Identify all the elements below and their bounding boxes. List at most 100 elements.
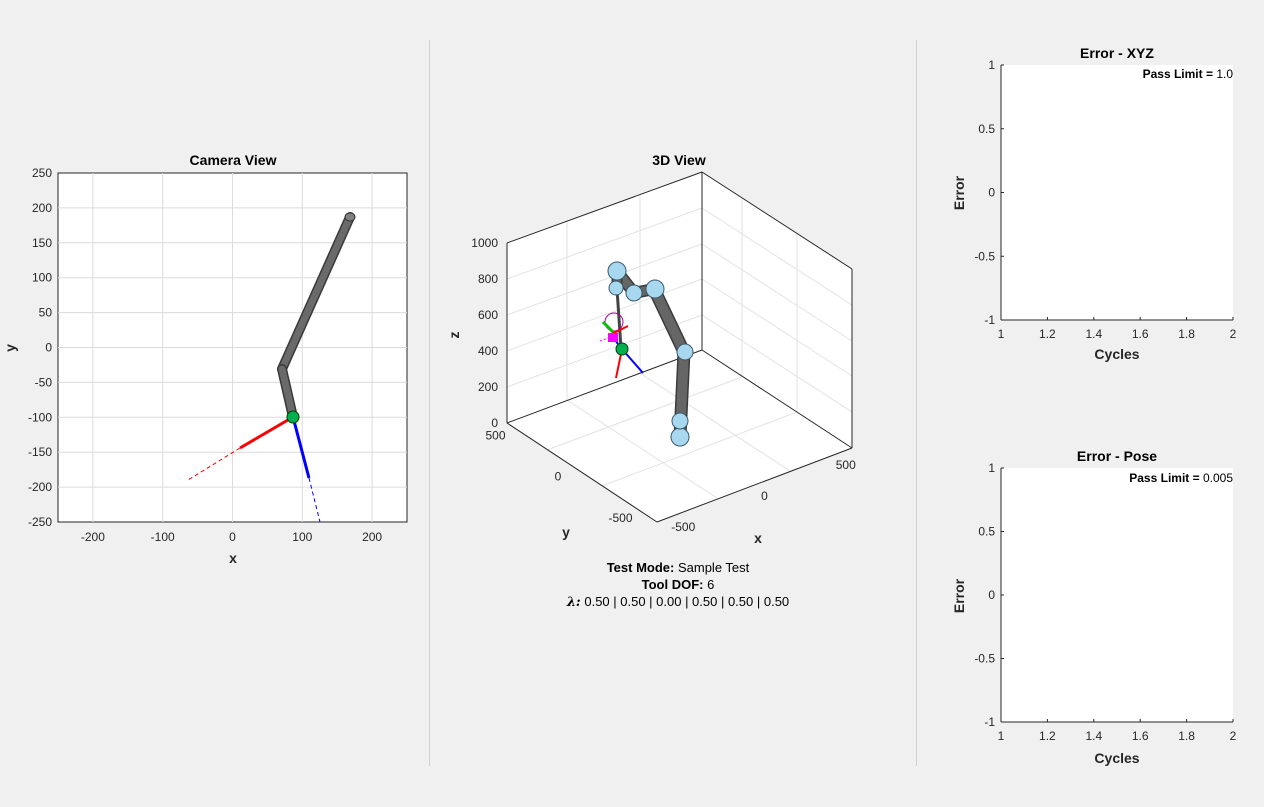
camera-x-tick-label: -100 <box>151 530 175 544</box>
info-lambda-label: λ: <box>566 595 581 610</box>
error-pose-plot-area[interactable] <box>1001 468 1233 722</box>
error-y-tick-label: 0.5 <box>978 525 995 539</box>
link-upper <box>649 284 689 357</box>
camera-y-tick-label: -50 <box>35 375 53 389</box>
error-x-tick-label: 2 <box>1230 729 1237 743</box>
view3d-back-panes <box>507 172 852 448</box>
camera-y-tick-label: 200 <box>32 201 52 215</box>
view3d-z-tick-label: 600 <box>478 308 498 322</box>
error-x-tick-label: 1.8 <box>1178 327 1195 341</box>
view3d-z-tick-label: 0 <box>491 416 498 430</box>
error-pose-axes[interactable]: 1 1.2 1.4 1.6 1.8 2 1 0.5 0 -0.5 -1 Error - Pose C… <box>951 448 1237 766</box>
camera-x-tick-label: 200 <box>362 530 382 544</box>
error-y-tick-label: -1 <box>984 715 995 729</box>
joint-wrist-2 <box>607 261 627 281</box>
target-projection <box>599 337 609 342</box>
error-xyz-pass-limit-value: 1.0 <box>1213 67 1233 81</box>
error-x-tick-label: 1.2 <box>1039 327 1056 341</box>
joint-wrist-1 <box>625 284 643 302</box>
error-xyz-plot-area[interactable] <box>1001 65 1233 320</box>
error-y-tick-label: 0 <box>988 186 995 200</box>
error-x-tick-label: 1.2 <box>1039 729 1056 743</box>
info-test-mode-label: Test Mode: <box>606 560 675 575</box>
info-lambda: λ: 0.50 | 0.50 | 0.00 | 0.50 | 0.50 | 0.… <box>520 594 836 610</box>
joint-shoulder <box>671 412 689 430</box>
camera-y-tick-label: -150 <box>28 445 52 459</box>
error-x-tick-label: 1.6 <box>1132 729 1149 743</box>
error-pose-ylabel: Error <box>951 578 967 613</box>
camera-x-tick-label: 0 <box>229 530 236 544</box>
error-y-tick-label: -1 <box>984 313 995 327</box>
camera-tool-z-axis-projection <box>308 477 321 523</box>
error-x-tick-label: 1.4 <box>1085 729 1102 743</box>
info-tool-dof-value: 6 <box>703 577 715 592</box>
joint-elbow-upper <box>645 279 665 299</box>
camera-tool-x-axis <box>239 415 294 450</box>
view3d-z-tick-label: 1000 <box>471 236 498 250</box>
error-pose-pass-limit-value: 0.005 <box>1200 471 1234 485</box>
info-tool-dof: Tool DOF: 6 <box>520 577 836 592</box>
camera-link-upper <box>278 213 354 373</box>
error-y-tick-label: -0.5 <box>974 652 995 666</box>
error-y-tick-label: 1 <box>988 58 995 72</box>
error-pose-title: Error - Pose <box>1077 448 1157 464</box>
view3d-x-tick-label: 500 <box>836 458 856 472</box>
link-tool <box>615 288 623 349</box>
error-x-tick-label: 2 <box>1230 327 1237 341</box>
view3d-z-tick-label: 200 <box>478 380 498 394</box>
view3d-x-tick-label: 0 <box>761 489 768 503</box>
error-y-tick-label: 0 <box>988 588 995 602</box>
view3d-title: 3D View <box>652 152 706 168</box>
camera-base-cap <box>344 212 356 222</box>
target-marker <box>608 333 618 342</box>
info-lambda-value: 0.50 | 0.50 | 0.00 | 0.50 | 0.50 | 0.50 <box>580 594 790 609</box>
camera-y-tick-label: 150 <box>32 236 52 250</box>
camera-y-tick-label: -200 <box>28 480 52 494</box>
error-xyz-pass-limit: Pass Limit = 1.0 <box>1143 67 1234 81</box>
error-xyz-ylabel: Error <box>951 175 967 210</box>
divider-right <box>916 40 917 766</box>
view3d-ylabel: y <box>562 524 570 540</box>
camera-view-ylabel: y <box>2 344 18 352</box>
view3d-box-edges <box>506 171 853 523</box>
camera-link-lower <box>278 365 297 421</box>
error-xyz-title: Error - XYZ <box>1080 45 1154 61</box>
error-xyz-ticks: 1 1.2 1.4 1.6 1.8 2 1 0.5 0 -0.5 -1 <box>974 58 1236 341</box>
joint-base <box>670 427 690 447</box>
camera-view-ticks: -200 -100 0 100 200 250 200 150 100 50 0 -50 -100 -15… <box>28 166 382 544</box>
info-test-mode: Test Mode: Sample Test <box>520 560 836 575</box>
view3d-xlabel: x <box>754 530 762 546</box>
view3d-robot <box>599 261 694 447</box>
error-x-tick-label: 1.4 <box>1085 327 1102 341</box>
camera-y-tick-label: -100 <box>28 410 52 424</box>
camera-y-tick-label: 50 <box>39 306 53 320</box>
camera-x-tick-label: 100 <box>292 530 312 544</box>
camera-view-xlabel: x <box>229 550 237 566</box>
error-x-tick-label: 1 <box>998 729 1005 743</box>
view3d-y-tick-label: 500 <box>485 428 505 442</box>
camera-view-title: Camera View <box>190 152 277 168</box>
error-y-tick-label: -0.5 <box>974 249 995 263</box>
camera-view-robot <box>187 212 356 523</box>
error-x-tick-label: 1.8 <box>1178 729 1195 743</box>
info-test-mode-value: Sample Test <box>674 560 750 575</box>
view3d-zlabel: z <box>446 332 462 339</box>
info-tool-dof-label: Tool DOF: <box>641 577 704 592</box>
error-y-tick-label: 1 <box>988 461 995 475</box>
divider-left <box>429 40 430 766</box>
camera-tool-marker <box>286 410 300 424</box>
camera-view-axes[interactable]: -200 -100 0 100 200 250 200 150 100 50 0 -50 -100 -15… <box>2 152 408 566</box>
camera-tool-z-axis <box>291 416 311 479</box>
error-x-tick-label: 1.6 <box>1132 327 1149 341</box>
tool-marker <box>615 342 629 356</box>
error-pose-xlabel: Cycles <box>1094 750 1139 766</box>
view3d-z-tick-label: 400 <box>478 344 498 358</box>
camera-x-tick-label: -200 <box>81 530 105 544</box>
camera-y-tick-label: 100 <box>32 271 52 285</box>
view3d-z-tick-label: 800 <box>478 272 498 286</box>
error-y-tick-label: 0.5 <box>978 122 995 136</box>
error-xyz-axes[interactable]: 1 1.2 1.4 1.6 1.8 2 1 0.5 0 -0.5 -1 Error - XYZ Cy… <box>951 45 1237 362</box>
